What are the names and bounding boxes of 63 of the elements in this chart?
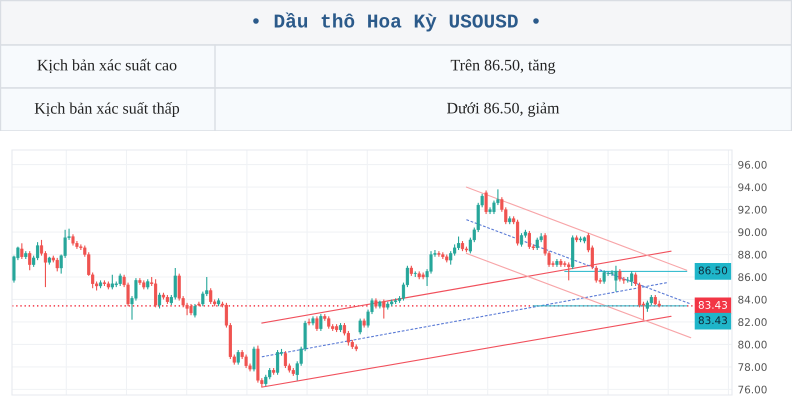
y-tick-label: 80.00: [738, 340, 767, 349]
candlestick: [276, 349, 280, 376]
candlestick: [614, 265, 618, 292]
candlestick: [189, 303, 193, 316]
candlestick: [414, 270, 417, 278]
candlestick: [20, 242, 24, 260]
candlestick: [646, 300, 649, 312]
candlestick: [626, 276, 630, 284]
annotation: 86.50: [698, 266, 728, 274]
candlestick: [520, 232, 524, 248]
candlestick: [516, 219, 520, 246]
candlestick: [630, 270, 634, 287]
candlestick: [118, 273, 122, 287]
candlestick: [71, 234, 75, 246]
y-tick-label: 96.00: [738, 160, 767, 169]
y-tick-label: 94.00: [738, 183, 767, 192]
candlestick: [327, 316, 330, 330]
y-tick-label: 84.00: [738, 296, 767, 304]
y-tick-label: 88.00: [738, 250, 767, 259]
candlestick: [382, 298, 386, 320]
candlestick: [315, 316, 319, 332]
y-tick-label: 90.00: [738, 228, 767, 236]
candlestick: [193, 303, 197, 318]
candlestick: [492, 200, 496, 215]
candlestick: [146, 278, 150, 290]
candlestick: [618, 268, 622, 282]
candlestick: [154, 278, 158, 308]
text: • Dầu thô Hoa Kỳ USOUSD •: [253, 12, 539, 32]
y-tick-label: 82.00: [738, 318, 767, 326]
candlestick: [319, 314, 322, 332]
candlestick: [36, 242, 40, 261]
candlestick: [110, 274, 114, 290]
candlestick: [358, 318, 362, 335]
candlestick: [236, 349, 240, 366]
candlestick: [654, 294, 657, 306]
annotation: 83.43: [698, 316, 727, 324]
y-tick-label: 86.00: [738, 273, 767, 282]
candlestick: [28, 250, 32, 271]
candlestick: [460, 240, 464, 252]
candlestick: [536, 237, 539, 251]
candlestick: [456, 236, 460, 251]
candlestick: [567, 262, 570, 281]
text: Dưới 86.50, giảm: [446, 102, 560, 117]
candlestick: [374, 298, 378, 310]
y-tick-label: 78.00: [738, 363, 767, 372]
candlestick: [185, 302, 189, 316]
y-tick-label: 76.00: [738, 386, 767, 394]
text: Kịch bản xác suất thấp: [34, 102, 180, 117]
candlestick: [528, 230, 531, 250]
candlestick: [244, 354, 248, 369]
candlestick: [209, 288, 212, 305]
candlestick: [602, 270, 606, 284]
candlestick: [484, 190, 488, 215]
candlestick: [429, 250, 433, 274]
candlestick: [410, 265, 413, 276]
candlestick: [158, 292, 162, 310]
y-tick-label: 92.00: [738, 206, 767, 214]
candlestick: [252, 346, 256, 372]
text: Trên 86.50, tăng: [450, 59, 556, 74]
candlestick: [56, 257, 59, 272]
ref-line-label: 83.43: [698, 301, 727, 309]
text: Kịch bản xác suất cao: [37, 58, 176, 73]
candlestick: [284, 350, 288, 369]
